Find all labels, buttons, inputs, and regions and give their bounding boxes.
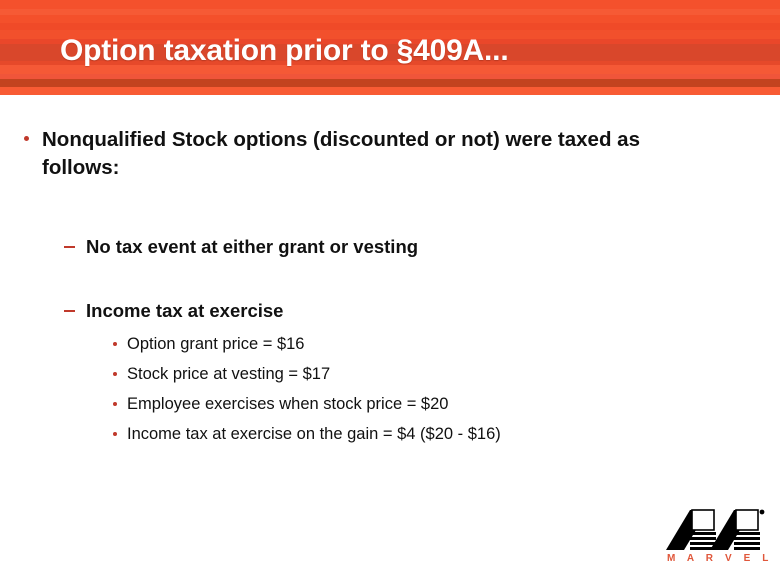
bullet-level3-vesting-price: Stock price at vesting = $17: [0, 363, 780, 385]
marvell-m-logo-icon: [666, 509, 765, 550]
bullet-list: Nonqualified Stock options (discounted o…: [0, 126, 780, 445]
bullet-level1-label: Nonqualified Stock options (discounted o…: [42, 128, 640, 179]
header-stripe: [0, 44, 780, 61]
bullet-level1: Nonqualified Stock options (discounted o…: [0, 126, 687, 182]
bullet-level3-label: Income tax at exercise on the gain = $4 …: [127, 425, 501, 443]
bullet-level3-grant-price: Option grant price = $16: [0, 333, 780, 355]
bullet-level2-no-tax-event: No tax event at either grant or vesting: [0, 234, 780, 260]
header-stripe: [0, 0, 780, 9]
dot-bullet-icon: [113, 402, 117, 406]
marvell-wordmark: M A R V E L L ®: [667, 553, 780, 564]
header-stripe: [0, 9, 780, 15]
slide-header-banner: Option taxation prior to §409A...: [0, 0, 780, 95]
dash-bullet-icon: [64, 310, 75, 312]
header-stripe: [0, 74, 780, 79]
bullet-level3-gain: Income tax at exercise on the gain = $4 …: [0, 423, 780, 445]
slide-body: Nonqualified Stock options (discounted o…: [0, 95, 780, 495]
header-stripe: [0, 87, 780, 95]
bullet-level2-label: Income tax at exercise: [86, 300, 284, 321]
bullet-level3-label: Employee exercises when stock price = $2…: [127, 395, 449, 413]
dot-bullet-icon: [113, 432, 117, 436]
header-stripe: [0, 39, 780, 44]
header-stripe: [0, 61, 780, 65]
bullet-level2-income-tax: Income tax at exercise: [0, 298, 780, 324]
header-stripe: [0, 65, 780, 74]
dot-bullet-icon: [113, 372, 117, 376]
bullet-level3-label: Option grant price = $16: [127, 335, 305, 353]
header-stripe: [0, 79, 780, 87]
bullet-level3-label: Stock price at vesting = $17: [127, 365, 331, 383]
dash-bullet-icon: [64, 246, 75, 248]
slide-title: Option taxation prior to §409A...: [60, 34, 509, 67]
bullet-level2-label: No tax event at either grant or vesting: [86, 236, 419, 257]
dot-bullet-icon: [113, 342, 117, 346]
header-stripe: [0, 23, 780, 30]
header-stripe: [0, 30, 780, 39]
marvell-logo: M A R V E L L ®: [662, 508, 780, 574]
header-stripe: [0, 15, 780, 23]
dot-bullet-icon: [24, 136, 29, 141]
bullet-level3-exercise-price: Employee exercises when stock price = $2…: [0, 393, 780, 415]
